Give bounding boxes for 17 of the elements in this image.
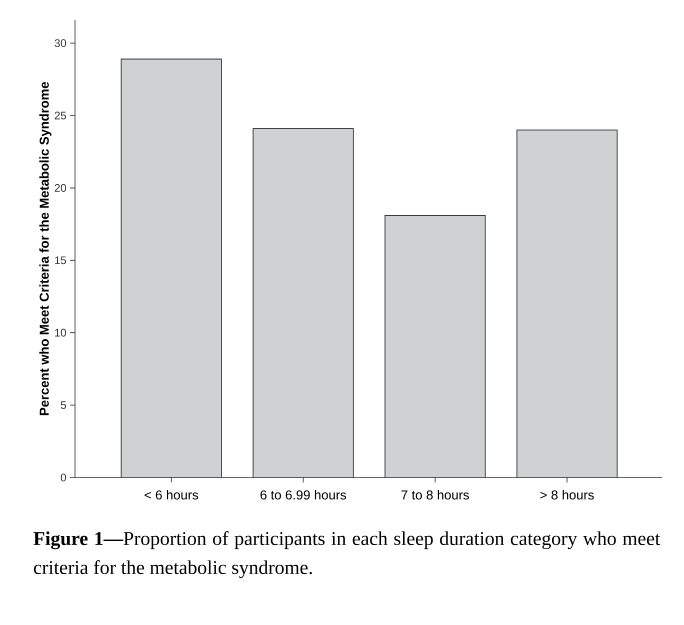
y-tick-label: 0 (60, 474, 66, 482)
x-tick-label: < 6 hours (144, 490, 198, 500)
y-tick-label: 5 (60, 401, 66, 409)
bar (252, 128, 354, 478)
bar (516, 130, 618, 478)
bar (384, 215, 486, 478)
bar (120, 58, 222, 478)
y-axis-title: Percent who Meet Criteria for the Metabolic Syndrome (39, 82, 52, 416)
text: Figure 1—Proportion of participants in each sleep duration category who meet criteria for the metabolic syndrome. (34, 531, 660, 578)
y-tick-label: 30 (54, 39, 66, 48)
y-tick-label: 25 (54, 112, 66, 120)
y-tick-label: 10 (55, 328, 66, 337)
x-tick-label: > 8 hours (540, 490, 594, 500)
y-tick-label: 20 (54, 184, 66, 192)
x-tick-label: 6 to 6.99 hours (260, 490, 346, 500)
x-tick-label: 7 to 8 hours (401, 490, 469, 500)
y-tick-label: 15 (55, 256, 66, 264)
